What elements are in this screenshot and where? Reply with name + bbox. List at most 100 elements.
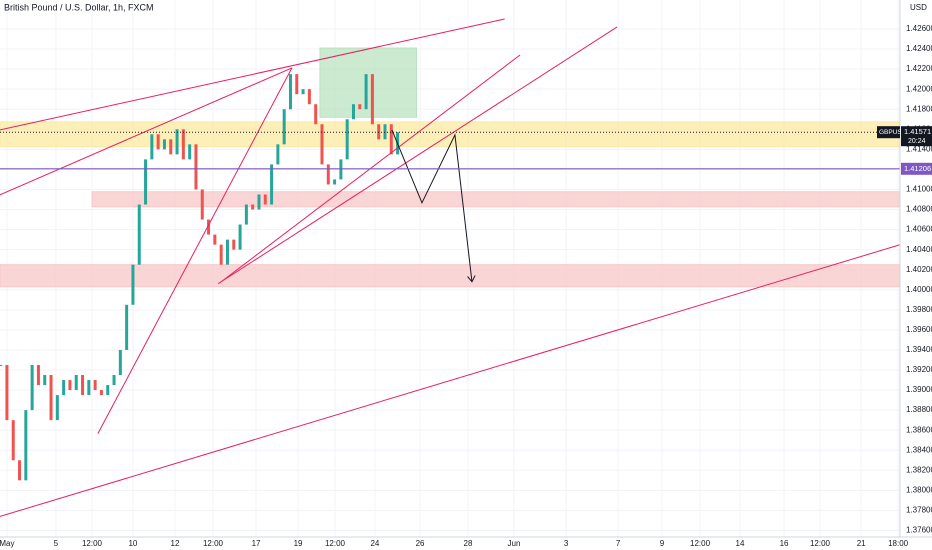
last-time-label: 20:24 [908,138,926,145]
trend-line [0,67,293,196]
last-price-label: 1.41571 [904,127,931,136]
candle [137,204,141,265]
trend-line [97,67,293,434]
x-tick-label: 28 [464,539,473,548]
x-tick-label: 26 [416,539,425,548]
candle [118,349,122,376]
x-tick-label: 12:00 [325,539,346,548]
candle [370,74,374,125]
candle [238,224,242,250]
candle [194,144,198,190]
candle [333,179,337,185]
x-tick-label: 7 [616,539,621,548]
candle [150,134,154,160]
y-tick-label: 1.42600 [906,24,932,33]
x-tick-label: 9 [660,539,665,548]
x-tick-label: 3 [564,539,569,548]
candle [62,380,66,396]
y-tick-label: 1.40400 [906,245,932,254]
candle [320,124,324,165]
x-tick-label: 5 [54,539,59,548]
x-tick-label: Jun [508,539,521,548]
x-tick-label: 18:00 [888,539,909,548]
candle [18,460,22,481]
candle [295,74,299,95]
y-tick-label: 1.38800 [906,405,932,414]
plot-area [0,18,900,517]
y-tick-label: 1.38200 [906,465,932,474]
y-tick-label: 1.41000 [906,185,932,194]
candle [30,364,34,411]
x-tick-label: 12:00 [690,539,711,548]
y-tick-label: 1.42000 [906,84,932,93]
candle [257,194,261,210]
x-tick-label: 19 [294,539,303,548]
candle [5,364,9,421]
y-tick-label: 1.37800 [906,506,932,515]
y-tick-label: 1.40200 [906,265,932,274]
candle [288,74,292,110]
candle [307,89,311,105]
level-price-label: 1.41206 [904,164,931,173]
candle [162,139,166,150]
candle [0,364,3,366]
y-tick-label: 1.39000 [906,385,932,394]
grid [0,0,900,537]
candle [213,234,217,245]
candle [200,189,204,220]
last-price-box [901,126,932,147]
candle [125,304,129,350]
candle [314,104,318,125]
zone [91,191,900,208]
candle [112,375,116,386]
candle [55,395,59,421]
y-tick-label: 1.39400 [906,345,932,354]
candle [131,264,135,305]
x-tick-label: 12:00 [82,539,103,548]
candle [225,239,229,265]
y-tick-label: 1.40800 [906,205,932,214]
y-tick-label: 1.39600 [906,325,932,334]
y-tick-label: 1.37600 [906,526,932,535]
candle [87,380,91,396]
candle [358,104,362,110]
x-tick-label: 21 [857,539,866,548]
candle [244,204,248,225]
trend-line [0,244,900,517]
x-tick-label: 12:00 [203,539,224,548]
candle [276,144,280,165]
candle [345,119,349,160]
y-tick-label: 1.40000 [906,285,932,294]
x-tick-label: May [0,539,14,548]
candle [339,159,343,180]
candle [106,385,110,396]
trend-line [217,26,618,285]
candle [81,375,85,396]
candle [207,219,211,235]
candle [74,375,78,391]
currency-label: USD [910,3,927,12]
candle [93,380,97,391]
candle [49,375,53,421]
candle [169,139,173,155]
candle [24,410,28,481]
candle [251,204,255,210]
axes: 1.37600 1.37800 1.38000 1.38200 1.38400 1.386… [0,24,932,548]
candle [175,129,179,155]
symbol-label: GBPUSD [879,129,907,136]
candle [219,244,223,265]
candle [364,74,368,110]
x-tick-label: 10 [128,539,137,548]
x-tick-label: 14 [736,539,745,548]
candle [156,134,160,150]
candle [351,104,355,120]
symbol-box [877,126,900,139]
candle [36,364,40,386]
candle [144,159,148,205]
y-tick-label: 1.42400 [906,44,932,53]
candle [43,375,47,386]
y-tick-label: 1.41800 [906,104,932,113]
candle [301,89,305,95]
candle [270,164,274,205]
